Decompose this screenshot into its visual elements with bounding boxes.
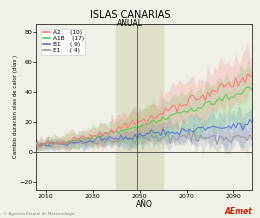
Legend: A2     (10), A1B    (17), B1     ( 9), E1     ( 4): A2 (10), A1B (17), B1 ( 9), E1 ( 4) <box>42 29 86 55</box>
Text: ISLAS CANARIAS: ISLAS CANARIAS <box>90 10 170 20</box>
Text: AEmet: AEmet <box>224 207 252 216</box>
Text: ANUAL: ANUAL <box>117 19 143 27</box>
X-axis label: AÑO: AÑO <box>136 200 153 209</box>
Y-axis label: Cambio duración olas de calor (días ): Cambio duración olas de calor (días ) <box>12 55 18 158</box>
Text: © Agencia Estatal de Meteorología: © Agencia Estatal de Meteorología <box>3 212 74 216</box>
Bar <box>116 24 163 190</box>
